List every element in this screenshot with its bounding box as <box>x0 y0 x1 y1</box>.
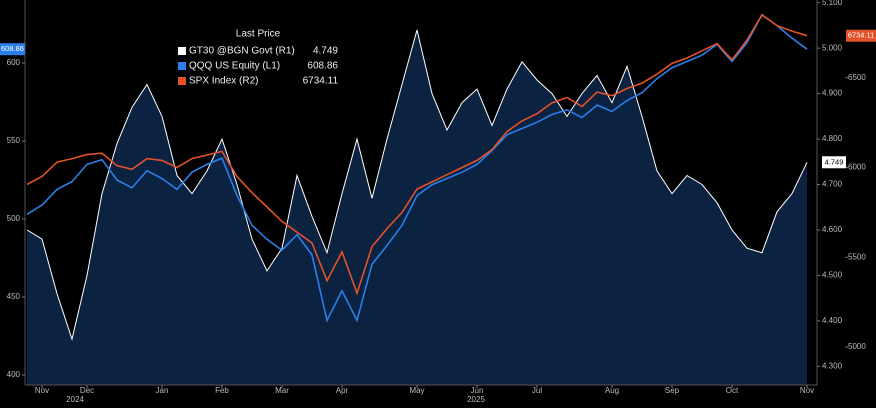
last-value-label: 608.86 <box>1 44 24 53</box>
y-tick-label: 600 <box>7 58 21 67</box>
legend-box <box>174 24 344 94</box>
y-tick-label: 500 <box>7 214 21 223</box>
x-tick-label: Oct <box>726 386 739 395</box>
plot-area <box>26 13 808 385</box>
legend-swatch <box>178 47 186 55</box>
y-tick-label: 450 <box>7 292 21 301</box>
x-tick-label: Jun <box>471 386 484 395</box>
last-value-box <box>0 43 25 56</box>
x-tick-label: Apr <box>336 386 349 395</box>
year-label: 2024 <box>66 395 84 404</box>
y-tick-label: 400 <box>7 370 21 379</box>
y2-tick-label: 4.500 <box>822 271 843 280</box>
y2-tick-label: 4.800 <box>822 134 843 143</box>
x-tick-label: Dec <box>80 386 94 395</box>
y3-tick-label: 6500 <box>848 73 866 82</box>
x-tick-label: Sep <box>665 386 680 395</box>
x-tick-label: Nov <box>35 386 49 395</box>
x-tick-label: May <box>409 386 424 395</box>
y2-tick-label: 4.600 <box>822 225 843 234</box>
line <box>26 13 808 323</box>
area <box>27 30 807 385</box>
x-tick-label: Aug <box>605 386 619 395</box>
y2-tick-label: 4.700 <box>822 180 843 189</box>
line <box>26 13 808 296</box>
y2-tick-label: 4.400 <box>822 316 843 325</box>
x-tick-label: Jan <box>156 386 169 395</box>
x-tick-label: Nov <box>800 386 814 395</box>
legend-value: 6734.11 <box>303 76 339 87</box>
y3-tick-label: 5500 <box>848 252 866 261</box>
legend-label: SPX Index (R2) <box>189 76 258 87</box>
legend-value: 608.86 <box>307 61 338 72</box>
x-tick-label: Mar <box>275 386 289 395</box>
y3-tick-label: 5000 <box>848 342 866 351</box>
legend-title: Last Price <box>236 29 281 40</box>
legend-swatch <box>178 77 186 85</box>
legend: Last Price GT30 @BGN Govt (R1) 4.749 QQQ U… <box>174 24 344 94</box>
legend-label: QQQ US Equity (L1) <box>189 61 280 72</box>
y2-tick-label: 4.900 <box>822 89 843 98</box>
legend-label: GT30 @BGN Govt (R1) <box>189 46 295 57</box>
y-tick-label: 550 <box>7 136 21 145</box>
x-tick-label: Jul <box>532 386 542 395</box>
last-value-box <box>846 29 876 42</box>
x-tick-label: Feb <box>215 386 229 395</box>
y2-tick-label: 5.000 <box>822 43 843 52</box>
y2-tick-label: 5.100 <box>822 0 843 7</box>
year-label: 2025 <box>467 395 485 404</box>
last-value-label: 4.749 <box>825 157 844 166</box>
legend-value: 4.749 <box>313 46 338 57</box>
legend-swatch <box>178 62 186 70</box>
y2-tick-label: 4.300 <box>822 361 843 370</box>
y3-tick-label: 6000 <box>848 163 866 172</box>
last-value-box <box>822 156 846 169</box>
line <box>26 29 808 341</box>
last-value-label: 6734.11 <box>848 31 875 40</box>
